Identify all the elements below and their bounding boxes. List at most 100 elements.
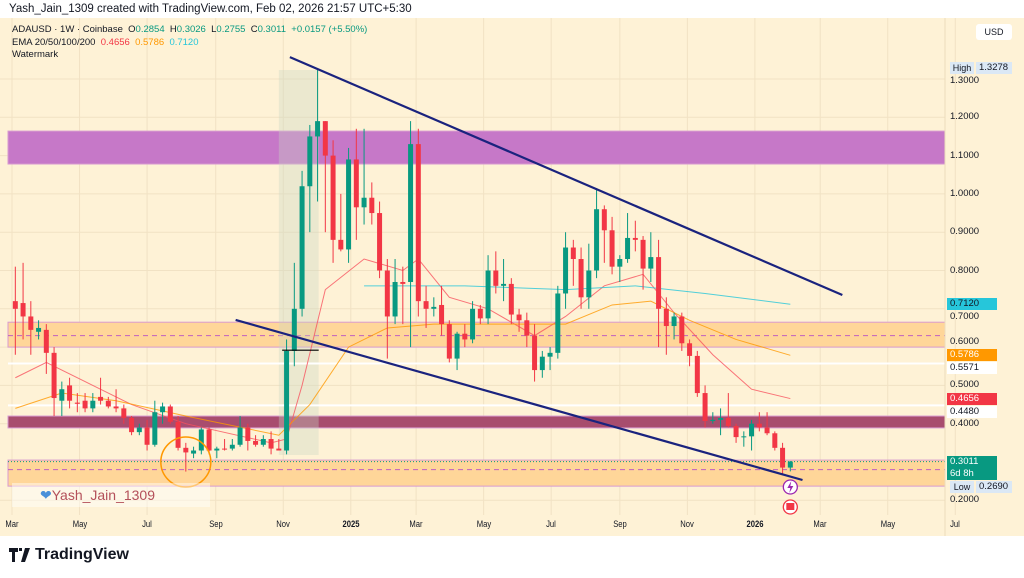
- candle-body: [687, 343, 693, 356]
- watermark: ❤Yash_Jain_1309: [12, 483, 210, 507]
- candle-body: [516, 314, 522, 321]
- candle-body: [28, 316, 34, 330]
- price-tick: 0.8000: [950, 264, 980, 276]
- price-zone: [7, 130, 946, 165]
- candle-body: [702, 393, 708, 422]
- candle-body: [524, 320, 530, 336]
- low-value: 0.2755: [216, 24, 246, 35]
- candle-body: [741, 436, 747, 438]
- candle-body: [539, 356, 545, 371]
- candle-body: [346, 159, 352, 250]
- time-tick: Sep: [613, 519, 627, 529]
- candle-body: [167, 406, 173, 422]
- ohlc-row: ADAUSD · 1W · Coinbase O0.2854 H0.3026 L…: [12, 24, 367, 37]
- time-tick: Jul: [950, 519, 961, 529]
- change-value: +0.0157 (+5.50%): [291, 24, 368, 35]
- candle-body: [43, 329, 49, 353]
- ema50-value: 0.5786: [135, 36, 165, 48]
- candle-body: [113, 406, 119, 409]
- candle-body: [369, 197, 375, 214]
- price-zone: [7, 321, 946, 348]
- candle-body: [214, 448, 220, 451]
- time-tick: Mar: [813, 519, 827, 529]
- brand-name: TradingView: [35, 546, 129, 563]
- time-tick: Nov: [680, 519, 695, 529]
- candle-body: [780, 447, 786, 468]
- candle-body: [98, 396, 104, 401]
- candle-body: [586, 270, 592, 298]
- candle-body: [229, 444, 235, 449]
- ema200-line: [364, 285, 791, 305]
- candle-body: [175, 421, 181, 448]
- candle-body: [330, 155, 336, 240]
- price-tag: Low: [950, 480, 974, 493]
- tradingview-logo[interactable]: TradingView: [9, 546, 129, 564]
- time-tick: 2025: [342, 519, 360, 529]
- candle-body: [462, 333, 468, 340]
- candle-body: [392, 281, 398, 317]
- candle-body: [67, 385, 73, 401]
- trendline: [235, 318, 803, 482]
- tradingview-logo-icon: [9, 548, 30, 562]
- trendline: [289, 56, 843, 297]
- candle-body: [160, 406, 166, 413]
- countdown: 6d 8h: [950, 467, 974, 479]
- watermark-text: Yash_Jain_1309: [51, 487, 156, 503]
- price-label: 0.5571: [947, 362, 997, 375]
- candle-body: [555, 293, 561, 353]
- price-label: 0.4656: [947, 392, 997, 405]
- candle-body: [508, 283, 514, 315]
- candle-body: [532, 335, 538, 371]
- ema-row[interactable]: EMA 20/50/100/200 0.4656 0.5786 0.7120: [12, 37, 367, 50]
- symbol-info[interactable]: ADAUSD · 1W · Coinbase: [12, 24, 123, 35]
- candle-body: [191, 450, 197, 454]
- candle-body: [377, 213, 383, 271]
- price-tick: 0.7000: [950, 311, 980, 323]
- candle-body: [671, 316, 677, 327]
- candle-body: [284, 350, 290, 451]
- candle-body: [51, 352, 57, 399]
- candle-body: [82, 400, 88, 409]
- low-label: L: [211, 24, 217, 35]
- candle-body: [470, 308, 476, 340]
- candle-body: [423, 301, 429, 309]
- chart-legend: ADAUSD · 1W · Coinbase O0.2854 H0.3026 L…: [12, 24, 367, 62]
- candle-body: [756, 423, 762, 428]
- candle-body: [656, 257, 662, 309]
- time-tick: May: [476, 519, 491, 529]
- time-tick: Mar: [5, 519, 19, 529]
- candle-body: [299, 186, 305, 309]
- candle-body: [152, 412, 158, 445]
- candle-body: [307, 136, 313, 187]
- candle-body: [268, 439, 274, 449]
- time-tick: Mar: [409, 519, 423, 529]
- candle-body: [245, 427, 251, 441]
- candle-body: [384, 270, 390, 317]
- candle-body: [415, 144, 421, 302]
- candle-body: [276, 448, 282, 451]
- candle-body: [570, 247, 576, 260]
- candle-body: [144, 427, 150, 445]
- price-label: 0.4480: [947, 405, 997, 418]
- candle-body: [361, 197, 367, 208]
- candle-body: [12, 301, 18, 309]
- candle-body: [431, 306, 437, 309]
- price-tick: 0.4000: [950, 417, 980, 429]
- watermark-indicator[interactable]: Watermark: [12, 49, 59, 60]
- ema20-value: 0.4656: [100, 36, 130, 48]
- candle-body: [718, 417, 724, 420]
- currency-button[interactable]: USD: [976, 24, 1012, 40]
- time-tick: Nov: [276, 519, 291, 529]
- candle-body: [198, 429, 204, 451]
- candle-body: [338, 239, 344, 250]
- chart-area[interactable]: [0, 18, 1024, 536]
- price-tick: 0.9000: [950, 226, 980, 238]
- candle-body: [315, 121, 321, 137]
- price-label: 1.3278: [976, 62, 1012, 75]
- candle-body: [183, 447, 189, 453]
- high-label: H: [169, 24, 177, 35]
- candle-body: [253, 440, 259, 445]
- us-flag-glyph: [786, 503, 795, 510]
- candle-body: [663, 308, 669, 327]
